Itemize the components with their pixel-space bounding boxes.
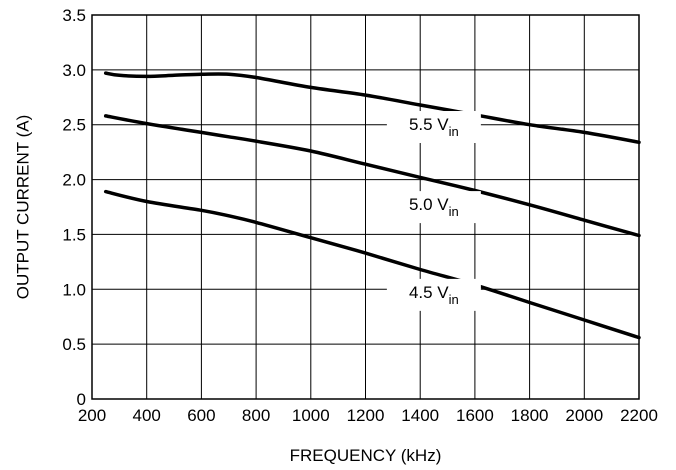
series-labels: 5.5 Vin 5.0 Vin 4.5 Vin <box>386 111 481 311</box>
series-4-5v-label: 4.5 Vin <box>409 283 459 307</box>
x-tick-label: 2000 <box>565 406 603 425</box>
x-tick-label: 600 <box>187 406 215 425</box>
series-5-5v-label: 5.5 Vin <box>409 115 459 139</box>
x-tick-label: 1200 <box>347 406 385 425</box>
y-axis-title: OUTPUT CURRENT (A) <box>13 115 32 300</box>
x-tick-label: 1800 <box>511 406 549 425</box>
x-tick-labels: 200 400 600 800 1000 1200 1400 1600 1800 2000 2200 <box>78 406 658 425</box>
y-tick-label: 2.5 <box>62 116 86 135</box>
series-label-background <box>386 191 481 224</box>
series-label-background <box>386 278 481 311</box>
series-5-5v-line <box>103 71 641 145</box>
y-tick-labels: 0 0.5 1.0 1.5 2.0 2.5 3.0 3.5 <box>62 6 86 409</box>
y-tick-label: 0.5 <box>62 335 86 354</box>
x-tick-label: 400 <box>133 406 161 425</box>
y-tick-label: 1.5 <box>62 225 86 244</box>
series-4-5v-line <box>103 189 641 340</box>
y-tick-label: 1.0 <box>62 280 86 299</box>
y-tick-label: 2.0 <box>62 171 86 190</box>
x-tick-label: 1400 <box>401 406 439 425</box>
series-5-0v-label: 5.0 Vin <box>409 195 459 219</box>
x-tick-label: 200 <box>78 406 106 425</box>
series-5-0v-line <box>103 114 641 238</box>
series-label-background <box>386 111 481 144</box>
y-tick-label: 0 <box>77 390 86 409</box>
plot-frame <box>91 14 640 400</box>
x-axis-title: FREQUENCY (kHz) <box>290 446 442 465</box>
series-curves <box>103 71 641 340</box>
x-tick-label: 800 <box>242 406 270 425</box>
x-tick-label: 1000 <box>292 406 330 425</box>
x-tick-label: 1600 <box>456 406 494 425</box>
x-tick-label: 2200 <box>620 406 658 425</box>
y-tick-label: 3.0 <box>62 61 86 80</box>
y-tick-label: 3.5 <box>62 6 86 25</box>
